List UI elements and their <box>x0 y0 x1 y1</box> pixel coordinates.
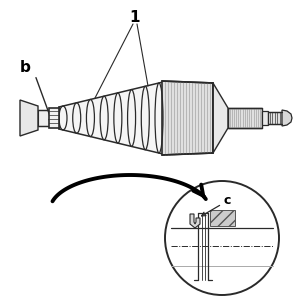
Polygon shape <box>49 108 59 128</box>
Text: 1: 1 <box>130 11 140 26</box>
Polygon shape <box>190 214 200 228</box>
Polygon shape <box>262 111 268 125</box>
Circle shape <box>165 181 279 295</box>
Polygon shape <box>162 81 213 155</box>
Polygon shape <box>228 108 262 128</box>
Polygon shape <box>20 100 38 136</box>
Polygon shape <box>59 82 163 154</box>
Text: c: c <box>223 194 231 206</box>
Text: b: b <box>20 61 30 76</box>
Polygon shape <box>38 110 50 126</box>
Polygon shape <box>268 112 282 124</box>
Polygon shape <box>213 83 228 153</box>
Bar <box>210 210 235 226</box>
Polygon shape <box>282 110 292 126</box>
